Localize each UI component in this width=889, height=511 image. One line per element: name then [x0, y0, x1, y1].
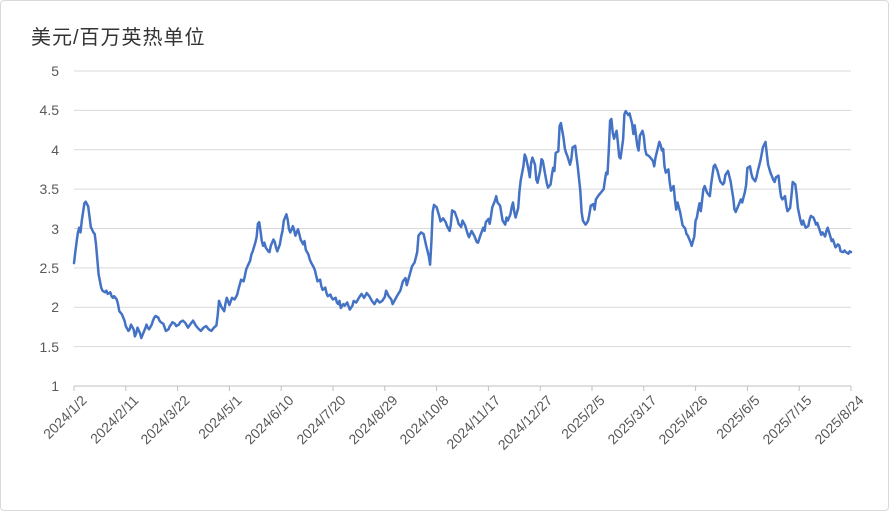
y-axis-label: 2.5: [39, 259, 59, 276]
y-axis-label: 1: [51, 378, 59, 394]
y-axis-label: 3.5: [39, 181, 59, 198]
y-axis-label: 2: [51, 299, 59, 316]
y-axis-label: 1.5: [39, 338, 59, 355]
y-axis-label: 4: [51, 141, 59, 158]
y-axis-label: 4.5: [39, 102, 59, 119]
y-axis-label: 5: [51, 63, 59, 79]
price-line: [72, 109, 853, 340]
chart-title: 美元/百万英热单位: [31, 27, 206, 49]
y-axis-label: 3: [51, 220, 59, 237]
